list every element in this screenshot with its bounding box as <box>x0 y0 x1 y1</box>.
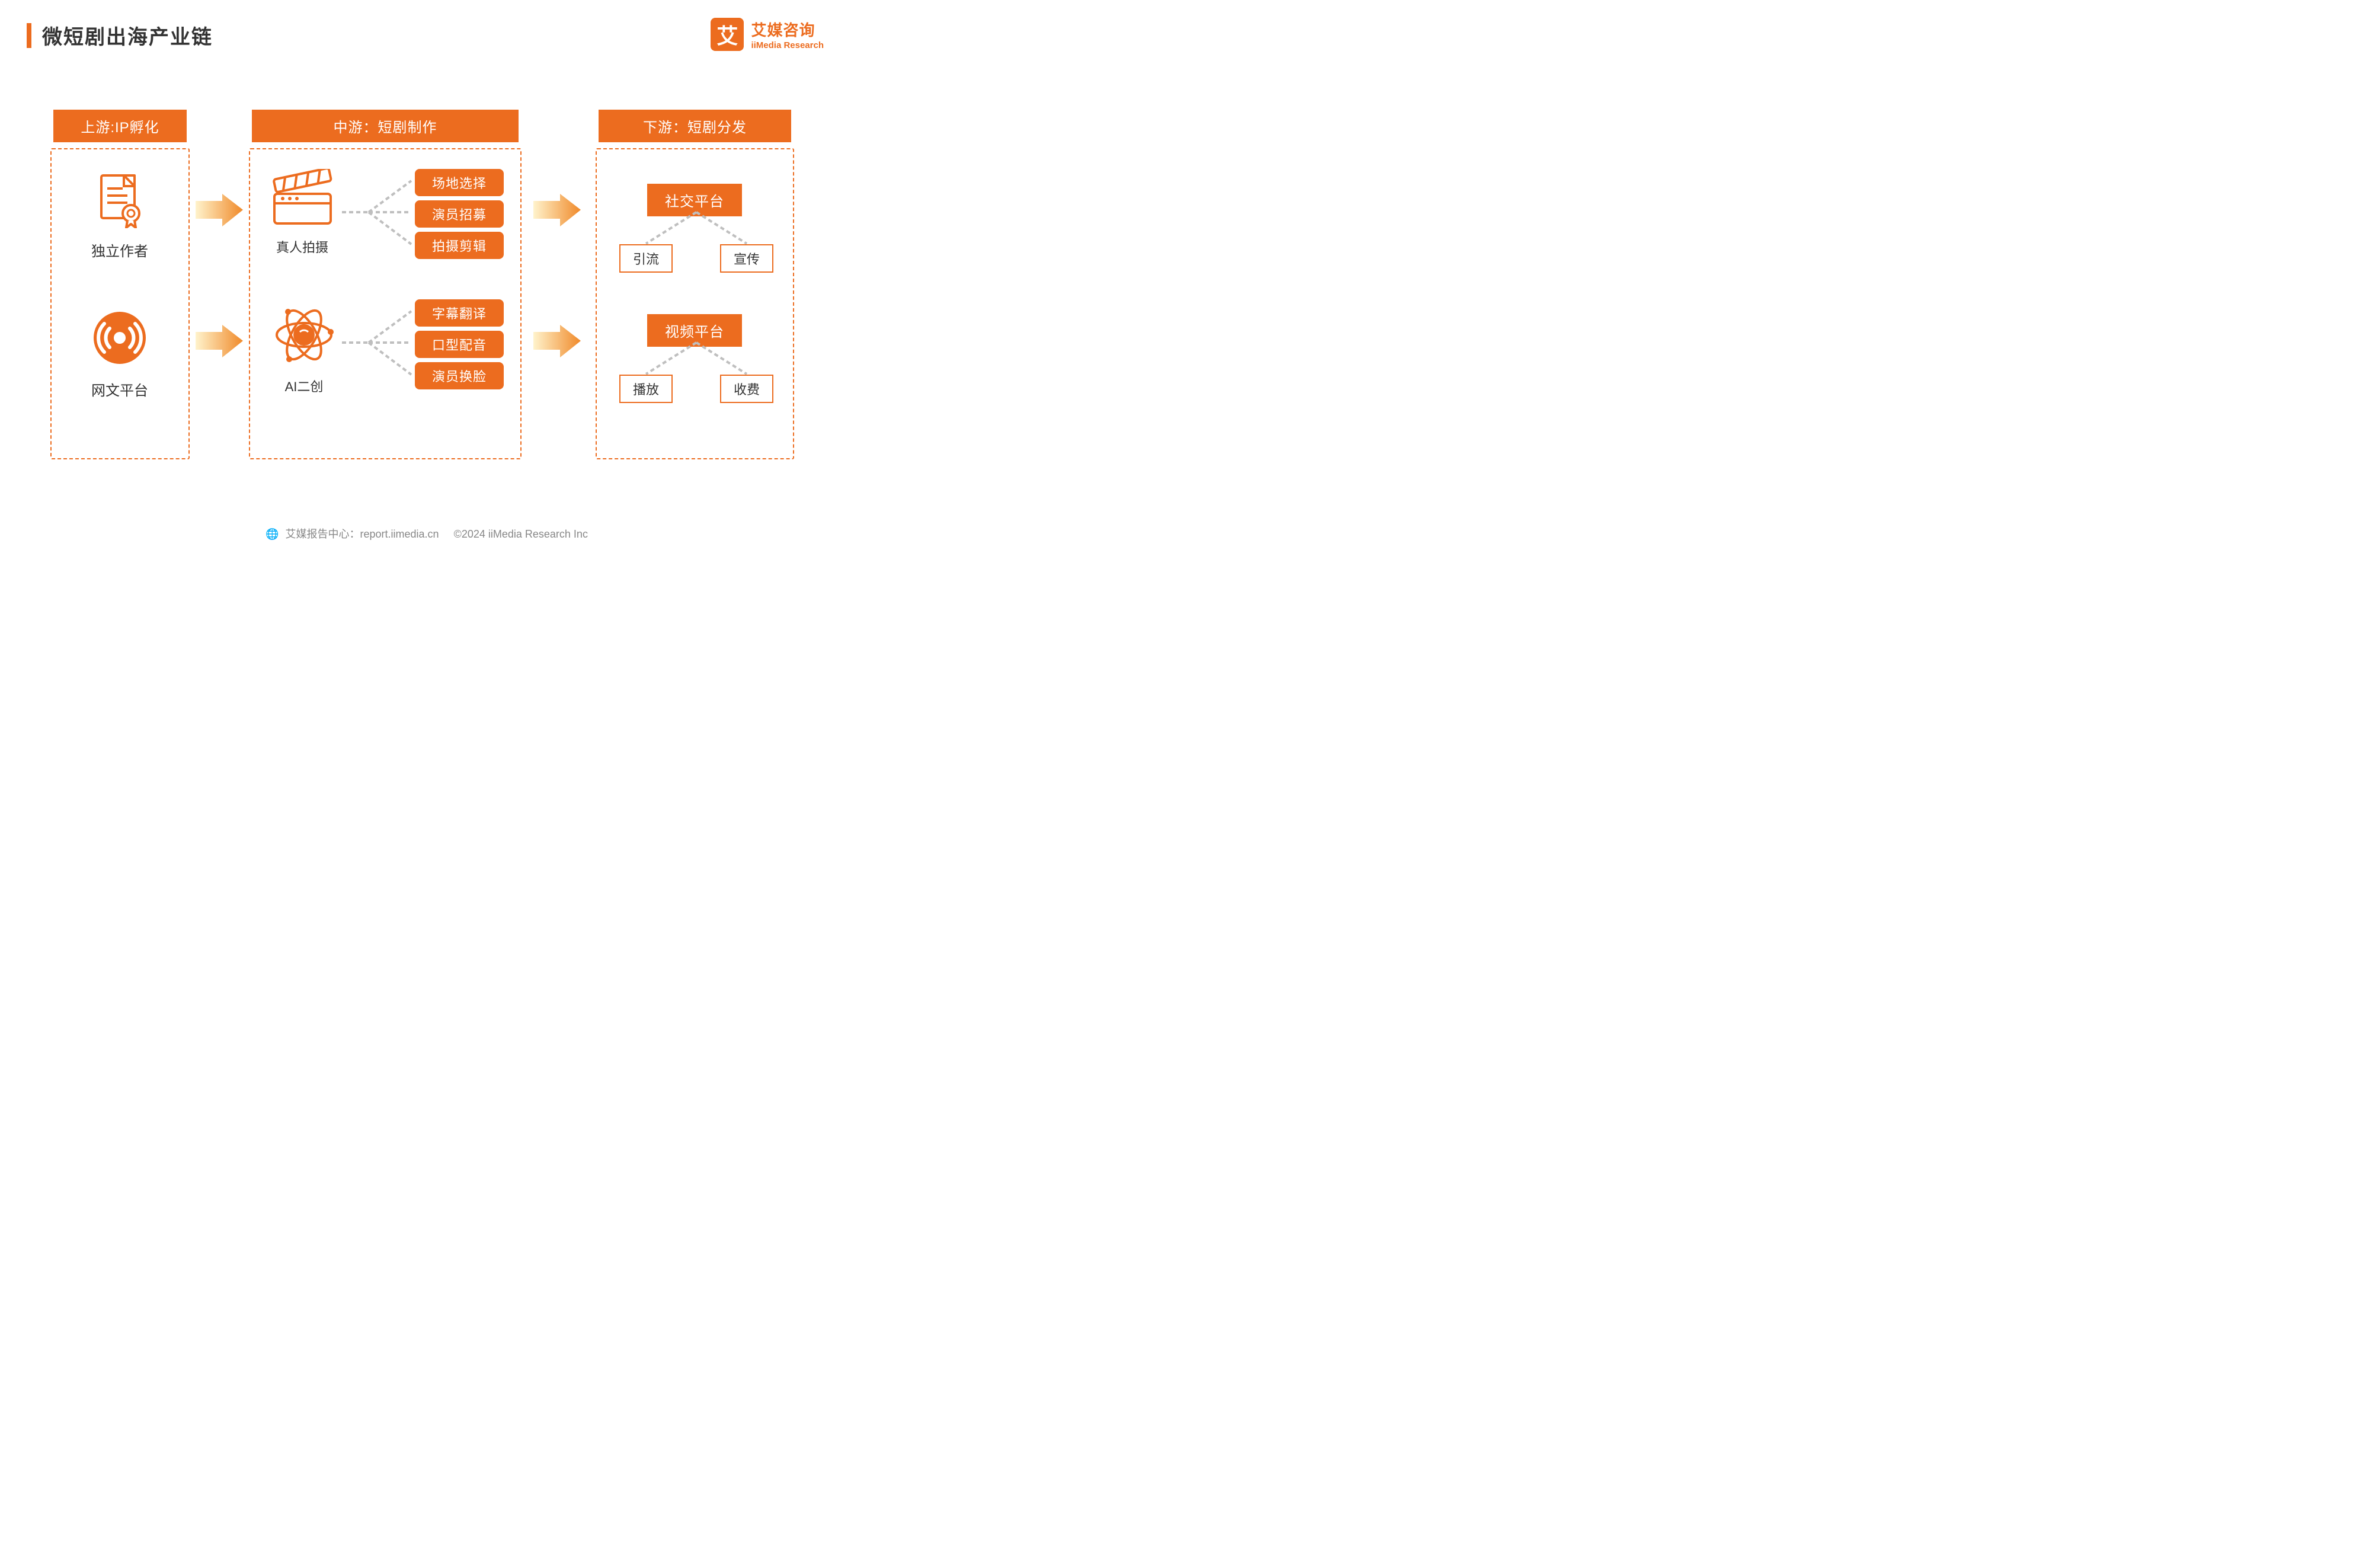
footer: 🌐 艾媒报告中心：report.iimedia.cn ©2024 iiMedia… <box>0 526 853 541</box>
pill-ai-2: 演员换脸 <box>415 362 504 389</box>
downstream-social-sub-1: 宣传 <box>720 244 773 273</box>
connector-real <box>339 172 416 261</box>
flow-arrow-icon <box>196 194 243 226</box>
midstream-header: 中游：短剧制作 <box>252 110 519 142</box>
flow-arrow-icon <box>533 194 581 226</box>
pill-real-0: 场地选择 <box>415 169 504 196</box>
midstream-ai-block: AI二创 <box>265 302 343 395</box>
flow-arrow-icon <box>196 325 243 357</box>
footer-left: 艾媒报告中心：report.iimedia.cn <box>285 528 439 540</box>
midstream-real-label: 真人拍摄 <box>264 237 341 256</box>
upstream-header: 上游:IP孵化 <box>53 110 187 142</box>
footer-right: ©2024 iiMedia Research Inc <box>454 528 588 540</box>
upstream-item-label: 独立作者 <box>72 239 167 260</box>
page-title: 微短剧出海产业链 <box>42 21 213 50</box>
midstream-ai-label: AI二创 <box>265 376 343 395</box>
page-title-bar: 微短剧出海产业链 <box>27 21 213 50</box>
connector-ai <box>339 302 416 391</box>
logo-mark: 艾 <box>711 18 744 51</box>
downstream-video-sub-1: 收费 <box>720 375 773 403</box>
downstream-social-sub-0: 引流 <box>619 244 673 273</box>
atom-icon <box>271 302 337 367</box>
flow-arrow-icon <box>533 325 581 357</box>
downstream-video-sub-0: 播放 <box>619 375 673 403</box>
title-accent <box>27 23 31 48</box>
midstream-real-block: 真人拍摄 <box>264 169 341 256</box>
pill-real-1: 演员招募 <box>415 200 504 228</box>
downstream-header: 下游：短剧分发 <box>599 110 791 142</box>
upstream-item-author: 独立作者 <box>72 172 167 260</box>
brand-logo: 艾 艾媒咨询 iiMedia Research <box>711 18 824 51</box>
logo-text-en: iiMedia Research <box>751 40 824 50</box>
logo-text-cn: 艾媒咨询 <box>751 18 824 40</box>
clapperboard-icon <box>268 169 337 228</box>
globe-icon: 🌐 <box>265 528 279 540</box>
document-icon <box>93 172 146 228</box>
upstream-item-label: 网文平台 <box>72 379 167 399</box>
pill-ai-0: 字幕翻译 <box>415 299 504 327</box>
pill-real-2: 拍摄剪辑 <box>415 232 504 259</box>
pill-ai-1: 口型配音 <box>415 331 504 358</box>
broadcast-icon <box>90 308 149 367</box>
upstream-item-platform: 网文平台 <box>72 308 167 399</box>
